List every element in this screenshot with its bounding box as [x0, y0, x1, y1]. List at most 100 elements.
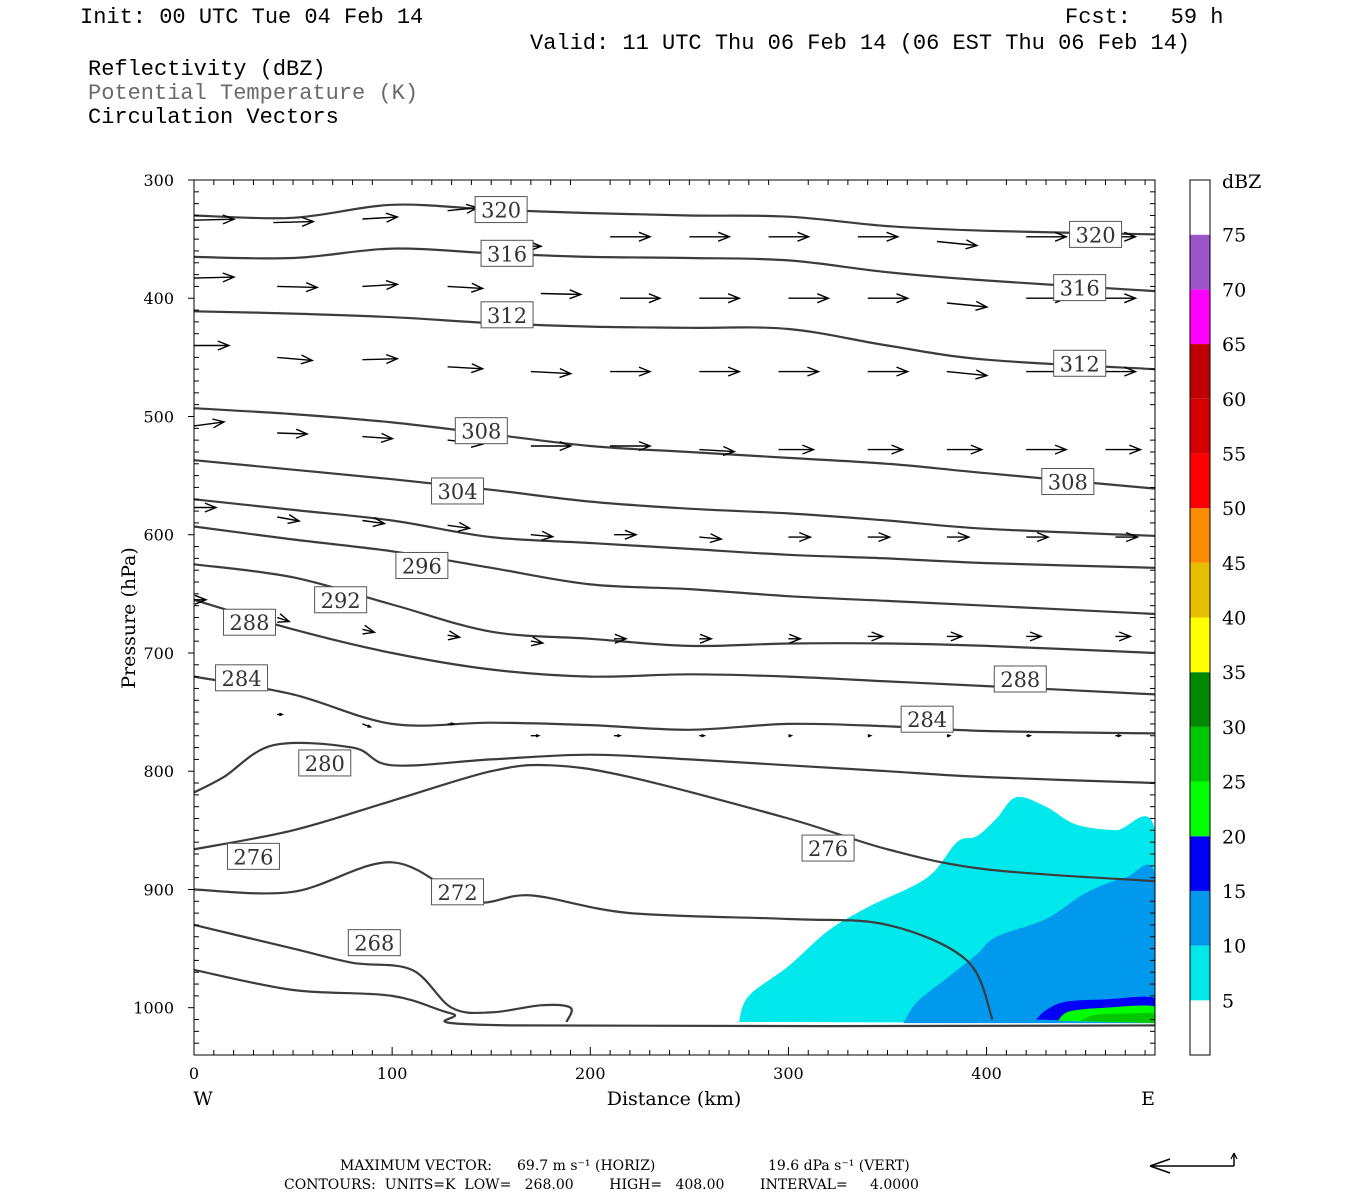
circulation-vector [867, 444, 905, 455]
colorbar-label: 70 [1222, 279, 1246, 301]
max-vector-vert: 19.6 dPa s⁻¹ (VERT) [768, 1158, 910, 1174]
y-tick-label: 900 [143, 880, 174, 899]
colorbar-cell [1190, 726, 1210, 782]
colorbar-cell [1190, 562, 1210, 618]
circulation-vector [946, 631, 964, 642]
theta-contour-304 [194, 459, 1155, 537]
contour-label-box [993, 665, 1047, 693]
reflectivity-region-25dbz [1079, 1012, 1155, 1024]
contour-label-box [347, 929, 401, 957]
colorbar-cell [1190, 453, 1210, 509]
colorbar-cell [1190, 508, 1210, 563]
contour-label-288: 288 [229, 611, 269, 635]
colorbar-cell [1190, 781, 1210, 837]
circulation-vector [946, 369, 989, 380]
colorbar-label: 50 [1222, 498, 1246, 520]
circulation-vector [1105, 366, 1138, 377]
contour-label-box [454, 417, 508, 445]
contour-label-312: 312 [487, 304, 527, 328]
circulation-vector [614, 733, 622, 738]
x-west-label: W [193, 1088, 213, 1110]
circulation-vector [946, 733, 952, 738]
circulation-vector [194, 340, 231, 351]
circulation-vector [867, 293, 910, 304]
colorbar-label: 45 [1222, 553, 1246, 575]
circulation-vector [867, 733, 873, 738]
contour-info: CONTOURS: UNITS=K LOW= 268.00 HIGH= 408.… [284, 1177, 919, 1193]
circulation-vector [447, 363, 485, 374]
theta-contour-296 [194, 525, 1155, 616]
theta-contour-320 [194, 203, 1155, 236]
contour-label-284: 284 [222, 667, 262, 691]
forecast-hour: Fcst: 59 h [1065, 5, 1224, 30]
circulation-vector [277, 712, 285, 717]
circulation-vector [699, 733, 707, 738]
x-tick-label: 400 [971, 1064, 1002, 1083]
contour-label-308: 308 [461, 420, 501, 444]
colorbar-label: 15 [1222, 881, 1246, 903]
circulation-vector [194, 272, 236, 283]
colorbar-cell [1190, 1000, 1210, 1055]
circulation-vector [1115, 631, 1133, 642]
contour-label-288: 288 [1000, 668, 1040, 692]
circulation-vector [530, 530, 555, 541]
colorbar-label: 75 [1222, 225, 1246, 247]
circulation-vector [277, 428, 310, 439]
circulation-vector [699, 445, 737, 457]
circulation-vector [530, 733, 541, 738]
circulation-vector [788, 733, 794, 738]
circulation-vector [447, 521, 472, 532]
contour-label-312: 312 [1060, 352, 1100, 376]
colorbar-cell [1190, 344, 1210, 399]
x-east-label: E [1141, 1088, 1155, 1110]
circulation-vector [530, 636, 545, 647]
circulation-vector [447, 203, 480, 214]
circulation-vector [610, 440, 652, 452]
circulation-vector [699, 533, 724, 544]
contour-label-box [431, 878, 485, 906]
y-tick-label: 300 [143, 171, 174, 190]
x-tick-label: 200 [575, 1064, 606, 1083]
circulation-vector [689, 231, 732, 242]
circulation-vector [276, 613, 291, 623]
x-tick-label: 0 [189, 1064, 199, 1083]
circulation-vector [362, 516, 387, 528]
circulation-vector [362, 624, 377, 635]
circulation-vector [936, 239, 979, 250]
circulation-vector [778, 444, 816, 455]
colorbar-label: 55 [1222, 443, 1246, 465]
colorbar-label: 30 [1222, 717, 1246, 739]
circulation-vector [614, 529, 638, 540]
circulation-vector [194, 594, 208, 605]
circulation-vector [620, 293, 662, 304]
circulation-vector [699, 293, 742, 304]
circulation-vector [788, 633, 803, 644]
contour-label-268: 268 [354, 932, 394, 956]
colorbar-label: 5 [1222, 990, 1234, 1012]
colorbar-label: 25 [1222, 772, 1246, 794]
circulation-vector [277, 354, 315, 365]
circulation-vector [1105, 444, 1143, 455]
theta-contour-276 [194, 763, 1155, 883]
circulation-vector [610, 231, 652, 242]
colorbar-label: 60 [1222, 389, 1246, 411]
x-tick-label: 300 [773, 1064, 804, 1083]
y-tick-label: 800 [143, 762, 174, 781]
contour-label-284: 284 [907, 708, 947, 732]
contour-label-304: 304 [437, 480, 477, 504]
colorbar-frame [1189, 179, 1211, 1056]
colorbar-cell [1190, 890, 1210, 946]
theta-contour-288 [194, 598, 1155, 696]
colorbar-cell [1190, 945, 1210, 1001]
contour-label-box [222, 608, 276, 636]
circulation-vector [699, 633, 714, 644]
circulation-vector [1115, 733, 1123, 738]
circulation-vector [194, 502, 218, 513]
contour-label-box [480, 239, 534, 267]
circulation-vector [447, 630, 462, 641]
contour-label-box [474, 196, 528, 224]
circulation-vector [946, 300, 989, 311]
circulation-vector [1026, 531, 1051, 543]
colorbar-label: 65 [1222, 334, 1246, 356]
